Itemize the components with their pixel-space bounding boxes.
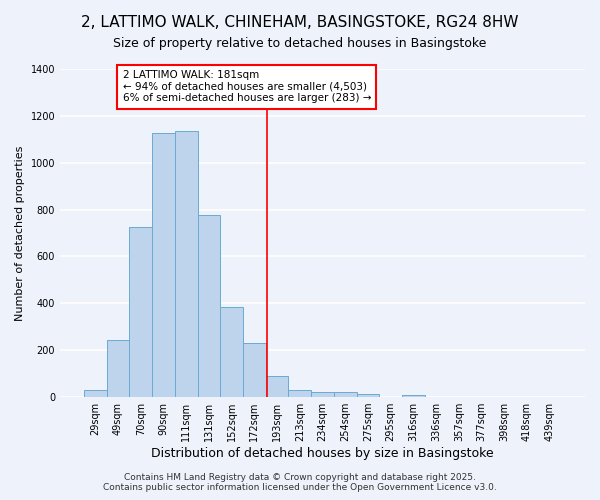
X-axis label: Distribution of detached houses by size in Basingstoke: Distribution of detached houses by size …: [151, 447, 494, 460]
Bar: [107, 340, 130, 397]
Bar: [84, 390, 107, 397]
Bar: [220, 307, 243, 397]
Text: Contains HM Land Registry data © Crown copyright and database right 2025.
Contai: Contains HM Land Registry data © Crown c…: [103, 473, 497, 492]
Bar: [356, 394, 379, 397]
Bar: [311, 392, 334, 397]
Bar: [243, 343, 266, 397]
Bar: [175, 131, 197, 397]
Bar: [197, 216, 220, 397]
Y-axis label: Number of detached properties: Number of detached properties: [15, 146, 25, 320]
Bar: [402, 395, 425, 397]
Text: 2, LATTIMO WALK, CHINEHAM, BASINGSTOKE, RG24 8HW: 2, LATTIMO WALK, CHINEHAM, BASINGSTOKE, …: [81, 15, 519, 30]
Bar: [289, 390, 311, 397]
Bar: [152, 134, 175, 397]
Bar: [266, 376, 289, 397]
Bar: [334, 392, 356, 397]
Bar: [130, 227, 152, 397]
Text: Size of property relative to detached houses in Basingstoke: Size of property relative to detached ho…: [113, 38, 487, 51]
Text: 2 LATTIMO WALK: 181sqm
← 94% of detached houses are smaller (4,503)
6% of semi-d: 2 LATTIMO WALK: 181sqm ← 94% of detached…: [122, 70, 371, 103]
